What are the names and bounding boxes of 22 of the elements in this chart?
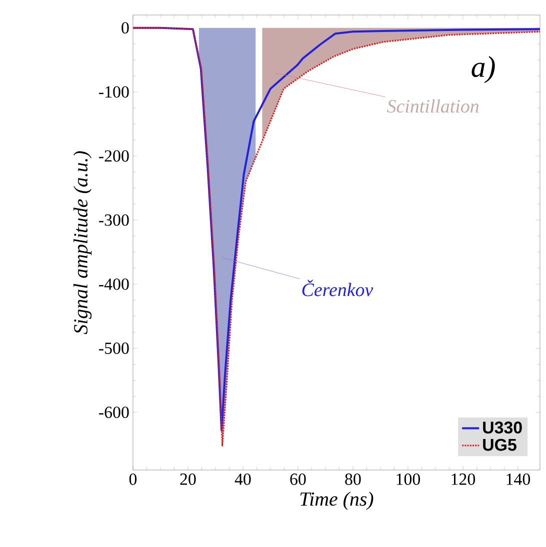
text: Scintillation [387,99,479,113]
x-tick-label: 80 [345,474,361,485]
x-tick-label: 0 [129,474,137,485]
y-tick-label: -100 [99,86,129,98]
legend-label: U330 [483,422,522,434]
x-tick-label: 20 [180,474,196,485]
y-tick-label: -600 [99,406,129,418]
y-tick-label: -400 [99,278,129,290]
x-tick-label: 140 [506,474,530,485]
text: Čerenkov [302,280,374,296]
x-tick-label: 40 [234,474,251,485]
x-tick-label: 60 [290,474,306,485]
y-tick-label: 0 [122,22,129,34]
x-tick-label: 120 [452,474,476,485]
y-tick-label: -200 [99,150,129,162]
legend-label: UG5 [483,438,516,451]
x-tick-label: 100 [396,474,420,485]
y-axis-title: Signal amplitude (a.u.) [74,151,92,334]
x-axis-title: Time (ns) [300,492,374,510]
y-tick-label: -300 [99,214,129,226]
annotation: a) [472,56,495,84]
y-tick-label: -500 [99,342,129,354]
